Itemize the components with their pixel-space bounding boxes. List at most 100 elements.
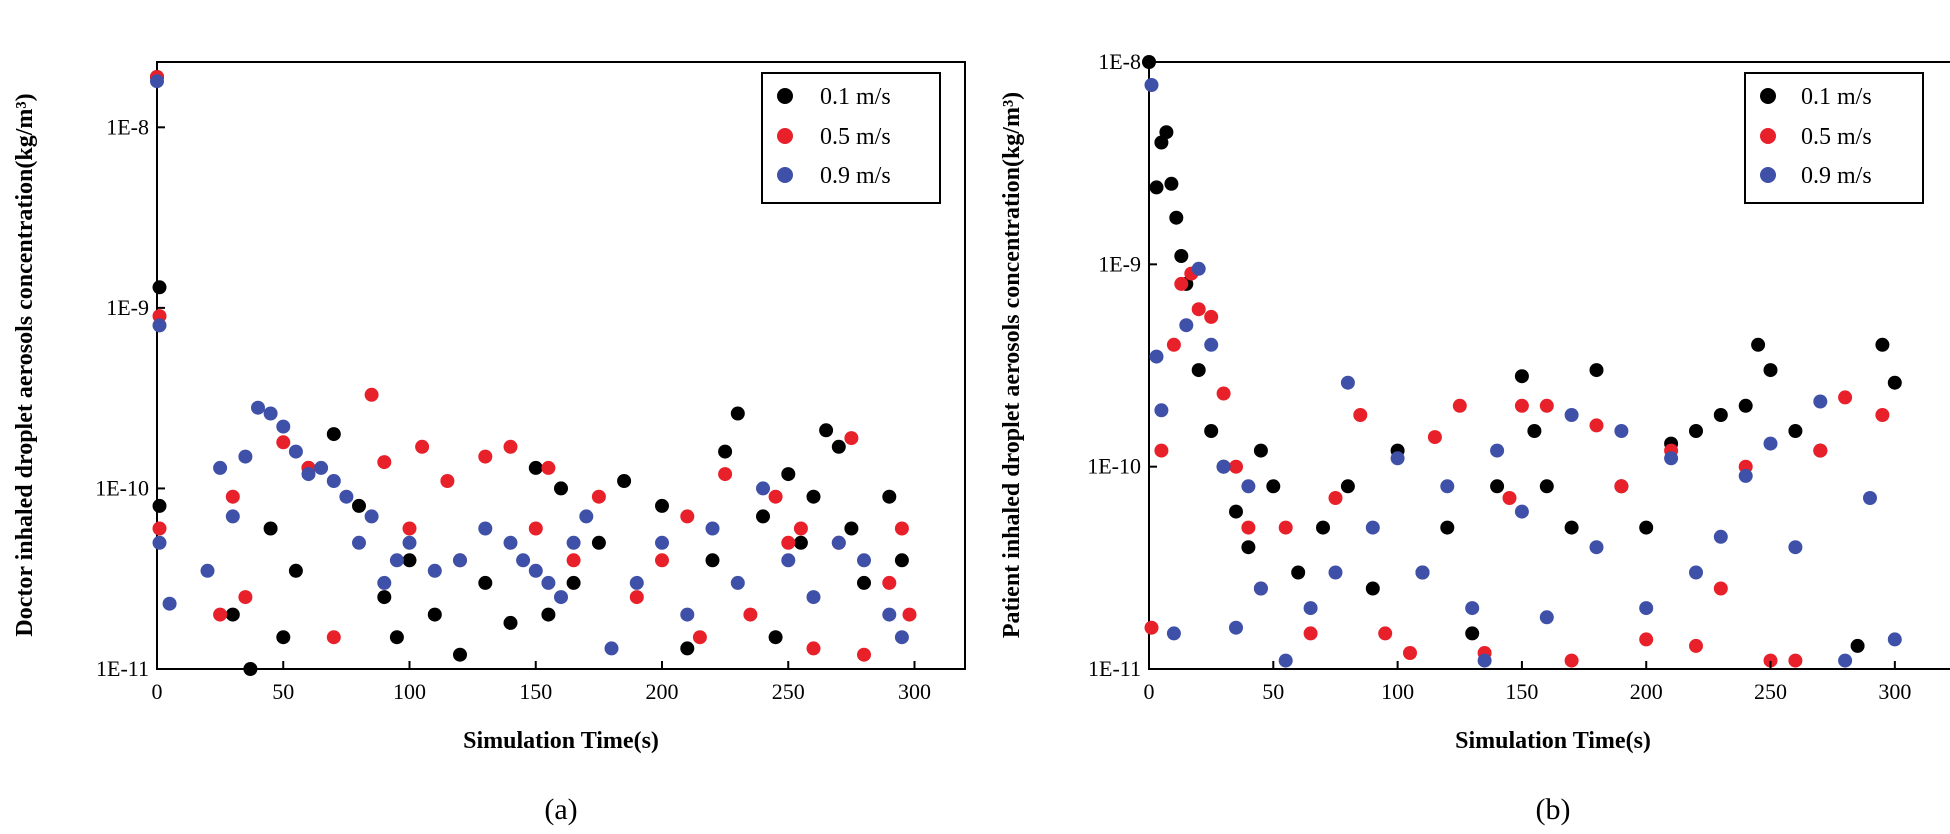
point-0.5ms-11 (1278, 520, 1293, 535)
point-0.5ms-0 (1144, 620, 1159, 635)
legend-label-0.5: 0.5 m/s (820, 124, 891, 150)
point-0.1ms-27 (1564, 520, 1579, 535)
point-0.1ms-21 (1440, 520, 1455, 535)
point-0.5ms-23 (680, 509, 695, 524)
point-0.1ms-30 (768, 630, 783, 645)
point-0.5ms-28 (1689, 638, 1703, 653)
point-0.9ms-26 (528, 563, 543, 578)
point-0.9ms-14 (1340, 375, 1355, 390)
point-0.1ms-35 (1751, 337, 1766, 352)
panel-label: (b) (1536, 793, 1571, 826)
point-0.9ms-23 (478, 521, 493, 536)
point-0.1ms-18 (1365, 581, 1380, 596)
point-0.1ms-1 (1149, 180, 1164, 195)
point-0.9ms-24 (503, 535, 518, 550)
point-0.5ms-15 (1378, 626, 1393, 641)
point-0.1ms-12 (389, 630, 404, 645)
point-0.1ms-13 (1253, 443, 1268, 458)
point-0.5ms-18 (1452, 398, 1467, 413)
legend-label-0.1: 0.1 m/s (820, 84, 891, 110)
point-0.1ms-38 (882, 489, 897, 504)
point-0.1ms-32 (1689, 424, 1703, 438)
point-0.5ms-13 (440, 474, 455, 488)
panel-b-points (1142, 55, 1902, 668)
y-tick-label: 1E-8 (1098, 49, 1141, 74)
point-0.5ms-18 (541, 460, 556, 475)
point-0.5ms-12 (415, 439, 430, 454)
point-0.1ms-22 (1465, 626, 1480, 641)
point-0.9ms-32 (1763, 436, 1778, 451)
point-0.9ms-15 (339, 489, 354, 504)
legend-marker-0.9 (777, 167, 793, 183)
point-0.9ms-13 (314, 460, 329, 475)
point-0.1ms-4 (1164, 176, 1179, 191)
point-0.9ms-42 (882, 607, 897, 622)
point-0.5ms-30 (806, 641, 821, 656)
point-0.1ms-1 (152, 280, 167, 295)
point-0.1ms-34 (819, 423, 834, 438)
point-0.1ms-37 (857, 575, 871, 590)
point-0.5ms-16 (1403, 646, 1417, 660)
point-0.9ms-9 (263, 406, 278, 421)
point-0.1ms-12 (1241, 540, 1256, 555)
point-0.9ms-36 (730, 575, 745, 590)
y-tick-label: 1E-9 (1098, 251, 1141, 276)
point-0.5ms-8 (326, 630, 341, 645)
point-0.1ms-16 (478, 575, 493, 590)
point-0.9ms-11 (288, 444, 303, 459)
point-0.5ms-31 (1763, 653, 1778, 668)
point-0.5ms-29 (1713, 581, 1728, 596)
point-0.1ms-25 (1527, 424, 1542, 438)
point-0.5ms-29 (793, 521, 808, 536)
point-0.1ms-15 (1291, 565, 1306, 580)
panel-label: (a) (544, 793, 577, 826)
point-0.9ms-4 (200, 563, 215, 578)
point-0.9ms-29 (1689, 565, 1703, 580)
point-0.1ms-16 (1316, 520, 1330, 535)
x-tick-label: 150 (519, 679, 552, 704)
point-0.9ms-6 (1204, 337, 1219, 352)
point-0.5ms-25 (1614, 479, 1629, 494)
point-0.5ms-34 (882, 575, 897, 590)
point-0.5ms-16 (503, 439, 518, 454)
legend-label-0.1: 0.1 m/s (1801, 84, 1872, 110)
point-0.1ms-34 (1738, 398, 1753, 413)
point-0.9ms-10 (276, 419, 291, 434)
point-0.5ms-21 (1514, 398, 1529, 413)
point-0.9ms-7 (1216, 459, 1231, 474)
point-0.1ms-26 (1539, 479, 1554, 494)
point-0.1ms-22 (591, 535, 606, 550)
x-tick-label: 200 (646, 679, 679, 704)
point-0.9ms-14 (326, 474, 341, 488)
point-0.9ms-18 (377, 575, 392, 590)
point-0.1ms-36 (844, 521, 859, 536)
x-tick-label: 150 (1505, 679, 1538, 704)
point-0.9ms-27 (1639, 601, 1654, 616)
point-0.5ms-5 (1191, 302, 1206, 317)
point-0.9ms-37 (756, 481, 770, 496)
y-tick-label: 1E-9 (106, 295, 149, 320)
point-0.5ms-26 (1639, 632, 1654, 647)
panel-a-ticks: 0 50 100 150 200 250 300 1E-11 1E-10 1E-9 1E-8 (95, 114, 931, 704)
point-0.9ms-13 (1328, 565, 1343, 580)
panel-a-points (150, 70, 917, 676)
point-0.1ms-17 (503, 615, 518, 630)
point-0.5ms-35 (894, 521, 909, 536)
point-0.1ms-24 (655, 498, 669, 513)
point-0.9ms-19 (1465, 601, 1480, 616)
point-0.1ms-13 (402, 553, 417, 568)
point-0.1ms-6 (1174, 249, 1189, 263)
point-0.1ms-26 (705, 553, 720, 568)
y-axis-label: Doctor inhaled droplet aerosols concentr… (12, 93, 38, 636)
point-0.5ms-28 (781, 535, 796, 550)
point-0.1ms-18 (528, 460, 543, 475)
point-0.5ms-10 (377, 455, 392, 470)
point-0.1ms-11 (1229, 504, 1243, 519)
point-0.1ms-11 (377, 590, 392, 605)
point-0.5ms-26 (743, 607, 758, 622)
point-0.9ms-1 (152, 318, 167, 333)
x-axis-label: Simulation Time(s) (1455, 728, 1651, 754)
point-0.1ms-37 (1788, 424, 1803, 438)
point-0.5ms-9 (1241, 520, 1256, 535)
point-0.5ms-6 (276, 435, 291, 450)
